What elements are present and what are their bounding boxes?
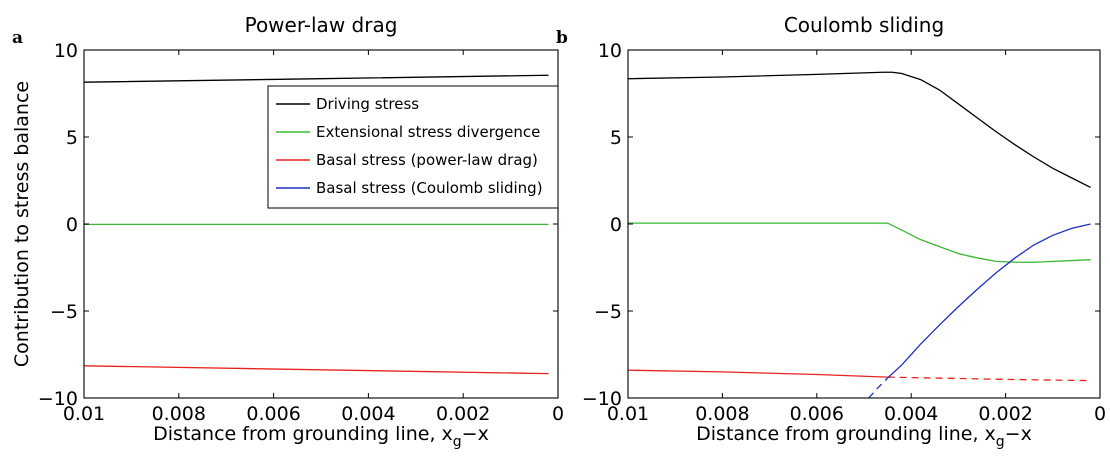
- y-tick-label: 5: [610, 127, 622, 149]
- series-line: [887, 223, 1091, 379]
- panel-a: 0.01 0.008 0.006 0.004 0.002 0 10 5 0 −5 −10 Power-…: [11, 13, 564, 450]
- legend-entry: Basal stress (Coulomb sliding): [316, 179, 543, 197]
- y-tick-label: 10: [54, 40, 78, 62]
- axes-frame: [627, 49, 1101, 399]
- y-tick-label: 0: [610, 214, 622, 236]
- y-tick-label: 10: [598, 40, 622, 62]
- y-axis-label: Contribution to stress balance: [11, 81, 33, 367]
- x-tick-label: 0: [552, 403, 564, 425]
- x-tick-label: 0: [1094, 403, 1106, 425]
- series-line: [887, 376, 1091, 382]
- x-axis-label-tail: −x: [462, 423, 489, 445]
- x-tick-label: 0.01: [607, 403, 649, 425]
- x-tick-label: 0.01: [63, 403, 105, 425]
- legend-entry: Extensional stress divergence: [316, 123, 540, 141]
- x-tick-label: 0.006: [790, 403, 844, 425]
- series-line: [627, 71, 1091, 189]
- x-tick-label: 0.008: [695, 403, 749, 425]
- x-tick-label: 0.006: [246, 403, 300, 425]
- x-tick-label: 0.004: [341, 403, 395, 425]
- x-tick-label: 0.002: [978, 403, 1032, 425]
- x-tick-label: 0.004: [884, 403, 938, 425]
- legend: Driving stress Extensional stress diverge…: [267, 85, 559, 209]
- y-tick-label: −5: [594, 301, 622, 323]
- x-axis-label-subscript: g: [453, 434, 462, 450]
- x-axis-label: Distance from grounding line, xg−x: [153, 423, 489, 450]
- series-line: [83, 365, 549, 375]
- series-line: [868, 377, 889, 399]
- chart-title: Coulomb sliding: [784, 13, 944, 37]
- series-line: [628, 222, 1091, 263]
- x-tick-label: 0.002: [436, 403, 490, 425]
- chart-title: Power-law drag: [245, 13, 398, 37]
- series-line: [83, 74, 549, 83]
- x-axis-label-main: Distance from grounding line, x: [696, 423, 996, 445]
- y-tick-label: −10: [582, 388, 622, 410]
- panel-letter: a: [12, 28, 23, 48]
- x-axis-label-tail: −x: [1005, 423, 1032, 445]
- y-tick-label: 0: [66, 214, 78, 236]
- x-axis-label-main: Distance from grounding line, x: [153, 423, 453, 445]
- panel-letter: b: [556, 28, 568, 48]
- x-axis-label: Distance from grounding line, xg−x: [696, 423, 1032, 450]
- y-tick-label: 5: [66, 127, 78, 149]
- x-axis-label-subscript: g: [996, 434, 1005, 450]
- panel-b: 0.01 0.008 0.006 0.004 0.002 0 10 5 0 −5 −10 Coulom…: [556, 13, 1106, 450]
- series-line: [627, 369, 888, 378]
- y-tick-label: −10: [38, 388, 78, 410]
- legend-entry: Basal stress (power-law drag): [316, 151, 538, 169]
- legend-box: [267, 85, 559, 209]
- legend-entry: Driving stress: [316, 95, 419, 113]
- x-tick-label: 0.008: [152, 403, 206, 425]
- y-tick-label: −5: [50, 301, 78, 323]
